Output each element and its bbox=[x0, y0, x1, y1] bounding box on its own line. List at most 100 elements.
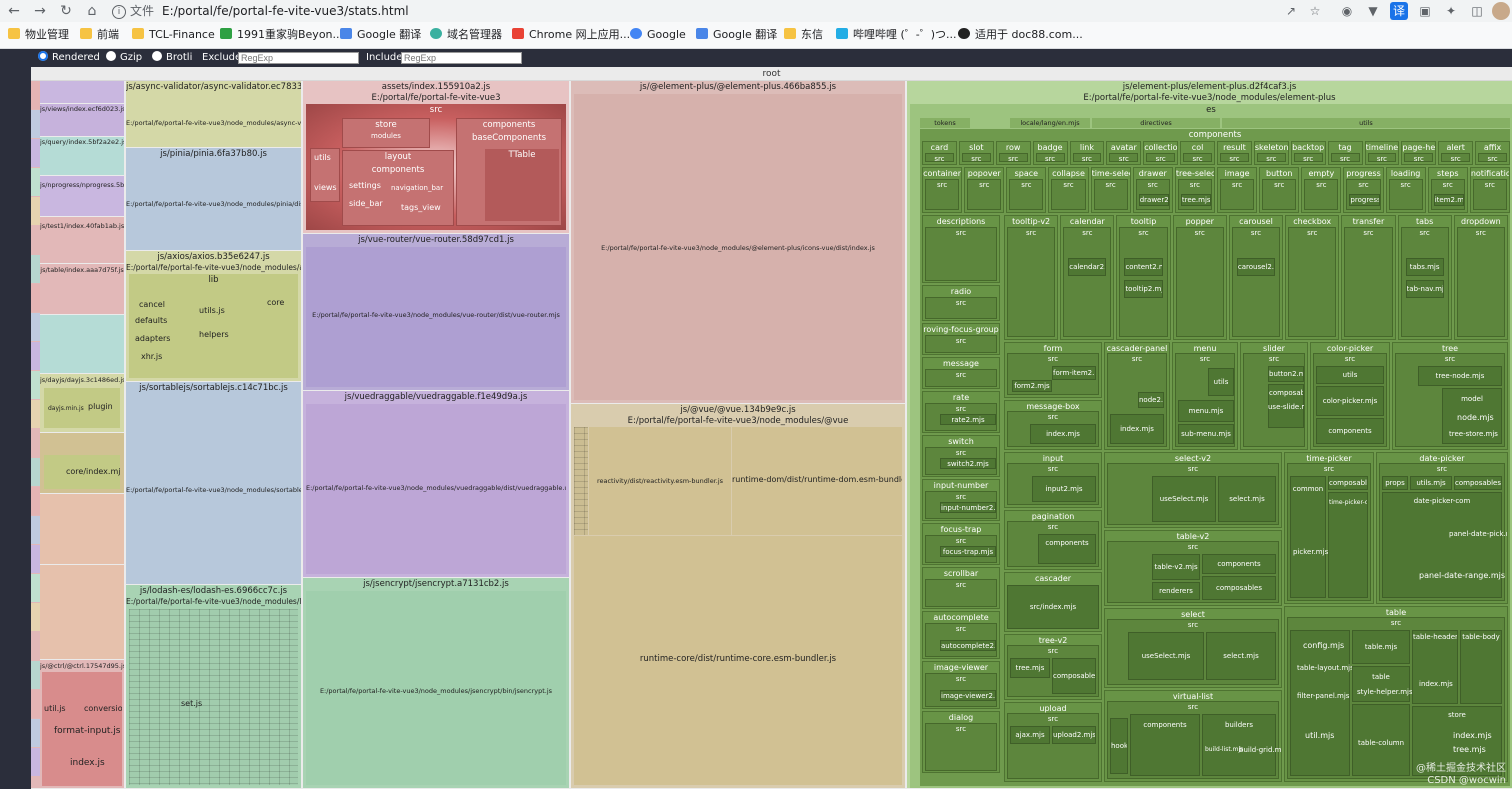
ep-locale[interactable]: locale/lang/en.mjs bbox=[1010, 118, 1090, 128]
ep-comp-scrollbar[interactable]: scrollbar src bbox=[922, 567, 1000, 609]
ep-comp-roving-focus-group[interactable]: roving-focus-group src bbox=[922, 323, 1000, 355]
ep-comp-checkbox[interactable]: checkbox src bbox=[1285, 215, 1340, 340]
ep-comp-src[interactable]: src bbox=[1035, 153, 1065, 163]
ep-comp-src[interactable]: src bbox=[1220, 179, 1255, 210]
share-icon[interactable]: ↗ bbox=[1285, 4, 1297, 18]
chunk-pinia[interactable]: js/pinia/pinia.6fa37b80.js E:/portal/fe/… bbox=[126, 148, 301, 250]
ep-date-picker[interactable]: date-picker src props utils.mjs composab… bbox=[1376, 452, 1508, 604]
ep-utils[interactable]: utils bbox=[1222, 118, 1510, 128]
ep-comp-leaf[interactable]: carousel2.mjs bbox=[1236, 258, 1276, 276]
address-bar[interactable]: i 文件 E:/portal/fe/portal-fe-vite-vue3/stat… bbox=[112, 1, 1272, 21]
tiny-chunk[interactable] bbox=[31, 110, 40, 138]
ep-comp-skeleton[interactable]: skeleton src bbox=[1253, 141, 1289, 165]
include-input[interactable] bbox=[401, 52, 522, 64]
tiny-chunk[interactable] bbox=[31, 632, 40, 660]
ep-comp-leaf[interactable]: input-number2.mjs bbox=[940, 502, 996, 513]
ep-comp-src[interactable]: src bbox=[1051, 179, 1086, 210]
ep-directives[interactable]: directives bbox=[1092, 118, 1220, 128]
chunk-test1[interactable]: js/test1/index.40fab1ab.js bbox=[40, 217, 124, 263]
ep-comp-src[interactable]: src bbox=[1256, 153, 1286, 163]
icons-vue-module[interactable]: E:/portal/fe/portal-fe-vite-vue3/node_mo… bbox=[574, 94, 902, 400]
ep-comp-page-header[interactable]: page-headersrc bbox=[1401, 141, 1437, 165]
ep-comp-slot[interactable]: slot src bbox=[958, 141, 994, 165]
ep-comp-leaf[interactable]: autocomplete2.mjs bbox=[940, 640, 996, 651]
ep-comp-tooltip-v2[interactable]: tooltip-v2 src bbox=[1004, 215, 1059, 340]
ep-comp-tag[interactable]: tag src bbox=[1327, 141, 1363, 165]
star-icon[interactable]: ☆ bbox=[1309, 4, 1321, 18]
bookmark-item[interactable]: 域名管理器 bbox=[430, 27, 502, 43]
tiny-chunk[interactable] bbox=[31, 516, 40, 544]
ep-comp-radio[interactable]: radio src bbox=[922, 285, 1000, 321]
ep-comp-notification[interactable]: notificationsrc bbox=[1469, 167, 1510, 213]
tiny-chunk[interactable] bbox=[31, 139, 40, 167]
chunk-ctrl[interactable]: js/@ctrl/@ctrl.17547d95.js util.js conve… bbox=[40, 660, 124, 788]
tiny-chunk[interactable] bbox=[31, 400, 40, 428]
tiny-chunk[interactable] bbox=[31, 342, 40, 370]
assets-utils-views[interactable]: utils views bbox=[310, 148, 340, 202]
assets-ttable[interactable]: TTable bbox=[485, 149, 559, 221]
ep-comp-src[interactable]: src bbox=[1404, 153, 1434, 163]
ep-comp-src[interactable]: src rate2.mjs bbox=[925, 403, 997, 431]
ep-comp-badge[interactable]: badge src bbox=[1032, 141, 1068, 165]
ep-comp-src[interactable]: src bbox=[1175, 227, 1224, 337]
tiny-chunk[interactable] bbox=[31, 545, 40, 573]
ep-table[interactable]: table src config.mjs table-layout.mjs fi… bbox=[1284, 606, 1508, 782]
ep-comp-collapse[interactable]: collapse src bbox=[1048, 167, 1089, 213]
ep-comp-col[interactable]: col src bbox=[1180, 141, 1215, 165]
chunk-query-index[interactable]: js/query/index.5bf2a2e2.js bbox=[40, 137, 124, 175]
ep-comp-src[interactable]: src switch2.mjs bbox=[925, 447, 997, 475]
tiny-chunk[interactable] bbox=[31, 690, 40, 718]
ep-comp-leaf[interactable]: tree.mjs bbox=[1180, 194, 1211, 206]
ep-comp-leaf[interactable]: image-viewer2.mjs bbox=[940, 690, 996, 701]
ep-slider[interactable]: slider src button2.mjs composables use-s… bbox=[1240, 342, 1308, 450]
ep-tree[interactable]: tree src tree-node.mjs model node.mjs tr… bbox=[1392, 342, 1508, 450]
extension-v-icon[interactable]: ▼ bbox=[1368, 4, 1378, 18]
ctrl-src[interactable]: util.js conversion.js format-input.js in… bbox=[42, 672, 122, 786]
vue-runtime-core[interactable]: runtime-core/dist/runtime-core.esm-bundl… bbox=[574, 536, 902, 785]
tiny-chunk[interactable] bbox=[31, 284, 40, 312]
ep-menu[interactable]: menu src utils menu.mjs sub-menu.mjs bbox=[1172, 342, 1238, 450]
ep-comp-loading[interactable]: loading src bbox=[1385, 167, 1426, 213]
ep-comp-leaf[interactable]: tab-nav.mjs bbox=[1405, 280, 1444, 298]
element-plus-es[interactable]: es tokens locale/lang/en.mjs directives … bbox=[910, 104, 1512, 788]
chunk-jsencrypt[interactable]: js/jsencrypt/jsencrypt.a7131cb2.js E:/po… bbox=[303, 578, 569, 788]
extension-icon[interactable]: ◉ bbox=[1341, 4, 1353, 18]
tiny-chunk[interactable] bbox=[31, 487, 40, 515]
brotli-radio[interactable]: Brotli bbox=[152, 51, 192, 65]
ep-comp-leaf[interactable]: progress2.mjs bbox=[1349, 194, 1380, 206]
ep-input[interactable]: input src input2.mjs bbox=[1004, 452, 1102, 508]
ep-comp-collection[interactable]: collectionsrc bbox=[1143, 141, 1179, 165]
tiny-chunk[interactable] bbox=[31, 748, 40, 776]
tiny-chunk[interactable] bbox=[31, 255, 40, 283]
vue-router-module[interactable]: E:/portal/fe/portal-fe-vite-vue3/node_mo… bbox=[306, 247, 566, 387]
ep-time-picker[interactable]: time-picker src common picker.mjs compos… bbox=[1284, 452, 1374, 604]
ep-comp-leaf[interactable]: item2.mjs bbox=[1433, 194, 1464, 206]
ep-comp-src[interactable]: src bbox=[1183, 153, 1212, 163]
ep-comp-src[interactable]: src bbox=[967, 179, 1002, 210]
tiny-chunk[interactable] bbox=[31, 226, 40, 254]
treemap-root[interactable]: root bbox=[31, 67, 1512, 81]
ep-comp-dropdown[interactable]: dropdown src bbox=[1453, 215, 1508, 340]
core-index[interactable]: core/index.mjs bbox=[44, 455, 120, 489]
ep-comp-src[interactable]: src bbox=[925, 297, 997, 319]
ep-color-picker[interactable]: color-picker src utils color-picker.mjs … bbox=[1310, 342, 1390, 450]
tiny-chunk-column[interactable] bbox=[31, 81, 40, 788]
ep-cascader-panel[interactable]: cascader-panel src node2.mjs index.mjs bbox=[1104, 342, 1170, 450]
ep-comp-card[interactable]: card src bbox=[922, 141, 957, 165]
chunk-nprogress[interactable]: js/nprogress/nprogress.5b21d52.js bbox=[40, 176, 124, 216]
ep-comp-empty[interactable]: empty src bbox=[1301, 167, 1342, 213]
ep-comp-container[interactable]: container src bbox=[922, 167, 963, 213]
ep-comp-src[interactable]: src bbox=[925, 153, 954, 163]
ep-comp-leaf[interactable]: rate2.mjs bbox=[940, 414, 996, 425]
chunk-vue-router[interactable]: js/vue-router/vue-router.58d97cd1.js E:/… bbox=[303, 234, 569, 390]
ep-comp-src[interactable]: src bbox=[961, 153, 991, 163]
exclude-input[interactable] bbox=[238, 52, 359, 64]
ep-comp-backtop[interactable]: backtop src bbox=[1290, 141, 1326, 165]
chunk-element-plus-icons[interactable]: js/@element-plus/@element-plus.466ba855.… bbox=[571, 81, 905, 403]
ep-message-box[interactable]: message-box src index.mjs bbox=[1004, 400, 1102, 450]
ep-comp-leaf[interactable]: focus-trap.mjs bbox=[940, 546, 996, 557]
